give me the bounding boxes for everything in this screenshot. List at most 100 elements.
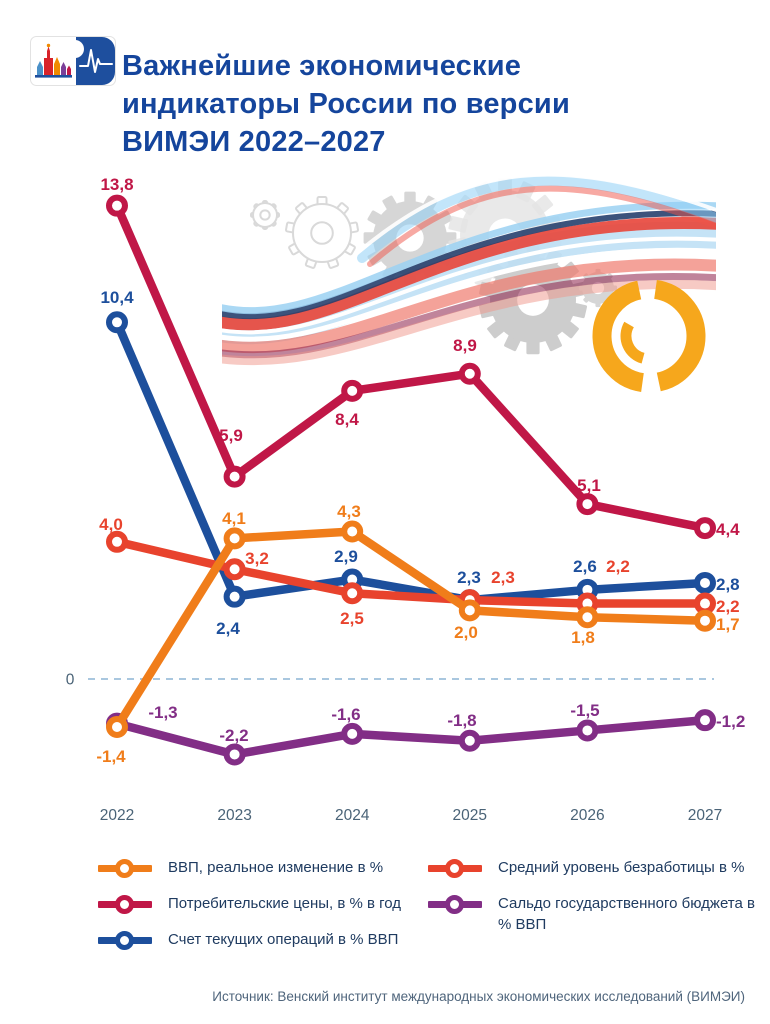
data-point [106,716,128,739]
wiiw-logo [30,36,116,86]
legend-column-left: ВВП, реальное изменение в % Потребительс… [98,856,428,951]
legend-label-current-account: Счет текущих операций в % ВВП [168,931,399,948]
data-point [223,527,246,550]
legend-label-unemployment: Средний уровень безработицы в % [498,859,745,876]
series-gdp [106,520,716,739]
value-label: 4,0 [99,515,123,534]
series-gdp-labels: -1,4 4,1 4,3 2,0 1,8 1,7 [96,502,739,766]
year-label: 2024 [335,807,370,824]
series-line [112,318,710,605]
legend-item-cpi: Потребительские цены, в % в год [98,892,428,915]
data-point [694,709,716,732]
value-label: 13,8 [100,175,133,194]
series-cpi-labels: 13,8 5,9 8,4 8,9 5,1 4,4 [100,175,740,539]
kremlin-icon [35,43,72,78]
data-point [106,311,128,334]
legend-item-current-account: Счет текущих операций в % ВВП [98,928,428,951]
ribbons-group [222,172,716,366]
value-label: 2,8 [716,575,740,594]
logo-blue-panel [76,37,115,85]
year-label: 2027 [688,807,722,824]
source-note: Источник: Венский институт международных… [212,989,745,1004]
legend-marker-gdp [98,857,152,879]
data-point [223,465,246,488]
title-line-2: индикаторы России по версии [122,88,570,121]
data-point [458,362,481,385]
legend-item-unemployment: Средний уровень безработицы в % [428,856,763,879]
value-label: 2,0 [454,623,478,642]
zero-line: 0 [66,672,714,689]
legend-label-budget-balance: Сальдо государственного бюджета в % ВВП [498,895,755,933]
data-point [576,606,599,629]
data-point [223,558,246,581]
series-line [112,715,710,759]
value-label: -2,2 [219,726,248,745]
value-label: 10,4 [100,288,134,307]
zero-label: 0 [66,672,75,689]
data-point [106,194,128,217]
value-label: 8,4 [335,410,359,429]
data-point [106,530,128,553]
value-label: 5,1 [577,476,601,495]
legend-label-cpi: Потребительские цены, в % в год [168,895,402,912]
data-point [694,517,716,540]
value-label: 3,2 [245,549,269,568]
value-label: 2,2 [606,557,630,576]
legend-marker-unemployment [428,857,482,879]
legend-marker-cpi [98,893,152,915]
data-point [576,719,599,742]
value-label: 2,5 [340,609,364,628]
value-label: 2,3 [491,568,515,587]
value-label: 2,2 [716,597,740,616]
series-line [112,201,710,533]
value-label: 2,6 [573,557,597,576]
series-current-account-labels: 10,4 2,4 2,9 2,3 2,6 2,8 [100,288,739,638]
year-label: 2026 [570,807,604,824]
series-line [112,527,710,732]
wiiw-ring-icon [592,280,706,392]
value-label: -1,3 [148,703,177,722]
value-label: 8,9 [453,336,477,355]
year-label: 2023 [217,807,251,824]
data-point [341,520,364,543]
data-point [341,722,364,745]
value-label: -1,8 [447,711,476,730]
legend-column-right: Средний уровень безработицы в % Сальдо г… [428,856,763,951]
logo-highlight [66,40,84,58]
data-point [458,729,481,752]
series-budget-balance-labels: -1,3 -2,2 -1,6 -1,8 -1,5 -1,2 [148,701,745,745]
value-label: 1,7 [716,615,740,634]
series-cpi [106,194,716,540]
legend-marker-budget-balance [428,893,482,915]
value-label: 2,9 [334,547,358,566]
legend-label-gdp: ВВП, реальное изменение в % [168,859,384,876]
value-label: 4,1 [222,509,246,528]
value-label: -1,5 [570,701,599,720]
value-label: -1,6 [331,705,360,724]
x-axis-labels: 2022 2023 2024 2025 2026 2027 [100,807,722,824]
series-unemployment-labels: 4,0 3,2 2,5 2,3 2,2 2,2 [99,515,739,628]
value-label: 4,4 [716,520,740,539]
value-label: 2,3 [457,568,481,587]
legend-item-gdp: ВВП, реальное изменение в % [98,856,428,879]
value-label: -1,2 [716,712,745,731]
legend-item-budget-balance: Сальдо государственного бюджета в % ВВП [428,892,763,935]
series-budget-balance [106,709,716,766]
data-point [223,743,246,766]
value-label: 2,4 [216,619,240,638]
page-title: Важнейшие экономические индикаторы Росси… [122,47,742,161]
data-point [576,493,599,516]
year-label: 2025 [453,807,487,824]
value-label: -1,4 [96,747,126,766]
pulse-icon [79,49,113,73]
decorative-swoosh [222,172,716,392]
data-point [341,379,364,402]
legend-marker-current-account [98,929,152,951]
value-label: 4,3 [337,502,361,521]
title-line-1: Важнейшие экономические [122,50,522,83]
data-point [223,585,246,608]
title-line-3: ВИМЭИ 2022–2027 [122,126,386,159]
data-point [694,592,716,615]
